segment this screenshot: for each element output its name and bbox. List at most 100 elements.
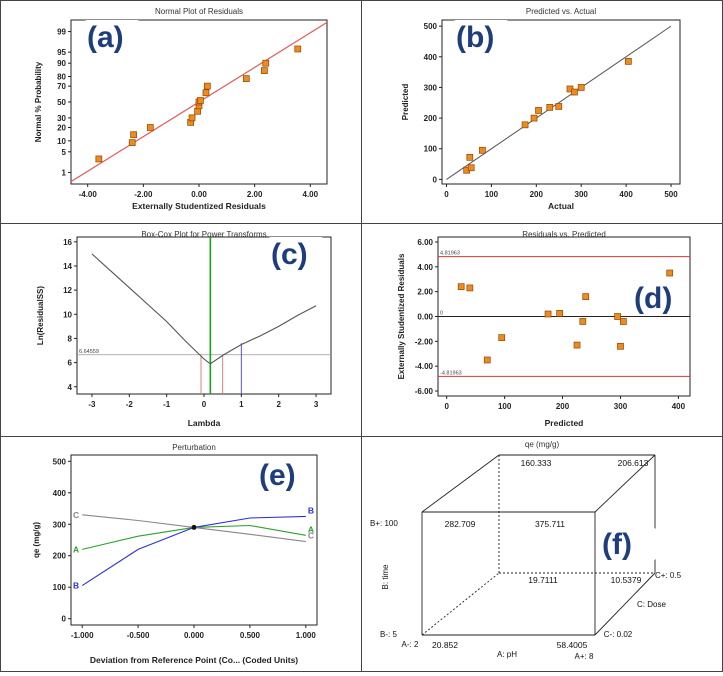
chart-title: Residuals vs. Predicted: [522, 230, 606, 239]
y-tick-label: 200: [53, 552, 67, 561]
panel-letter-bg: [83, 20, 141, 54]
x-axis-label: Deviation from Reference Point (Co... (C…: [90, 655, 298, 665]
y-tick-label: 90: [57, 59, 66, 68]
y-axis-label: Externally Studentized Residuals: [397, 253, 406, 379]
panel-letter: (a): [87, 21, 124, 54]
y-tick-label: 1: [62, 168, 67, 177]
residual-point: [197, 97, 204, 104]
panel-f-chart: qe (mg/g) 282.709 375.711 20.852 58.4005 160.…: [370, 440, 682, 661]
x-tick-label: -0.500: [127, 631, 150, 640]
cube-edge-depth-bl: [421, 572, 500, 636]
cube-edge-depth-br: [594, 572, 656, 636]
predicted-actual-point: [530, 114, 538, 122]
x-tick-label: 3: [314, 400, 319, 409]
series-label-start-a: A: [73, 544, 79, 554]
x-tick-label: 0.000: [184, 631, 205, 640]
residual-point: [457, 283, 465, 291]
panel-letter-bg: [452, 20, 510, 54]
ci-threshold-label: 6.64559: [79, 349, 99, 355]
y-tick-label: 300: [53, 520, 67, 529]
residual-point: [146, 124, 154, 131]
residual-point: [95, 155, 103, 163]
predicted-actual-point: [479, 146, 486, 154]
residual-point: [483, 356, 491, 364]
x-tick-label: 400: [619, 190, 633, 199]
y-tick-label: 100: [53, 583, 67, 592]
panel-e-chart: Perturbation Deviation from Reference Poi…: [32, 443, 318, 665]
residual-point: [242, 75, 250, 82]
x-tick-label: 100: [485, 190, 499, 199]
residual-point: [614, 313, 621, 320]
residual-point: [582, 293, 590, 300]
y-tick-label: 8: [68, 334, 73, 343]
label-b-minus: B-: 5: [380, 630, 397, 639]
y-axis-label: qe (mg/g): [32, 522, 41, 558]
residual-point: [188, 114, 196, 122]
cube-value-back-top-left: 160.333: [521, 458, 552, 468]
y-tick-label: 14: [63, 262, 72, 271]
residual-point: [498, 334, 506, 341]
panel-letter: (d): [634, 282, 672, 315]
residual-point: [262, 59, 270, 67]
residual-point: [130, 131, 137, 139]
y-tick-label: 20: [57, 123, 66, 132]
x-tick-label: 300: [575, 190, 589, 199]
chart-title: Perturbation: [172, 443, 216, 452]
panel-letter-bg: [267, 237, 325, 271]
y-tick-label: 0.00: [417, 313, 433, 322]
label-b-axis: B: time: [381, 564, 390, 589]
panel-f: qe (mg/g) 282.709 375.711 20.852 58.4005 160.…: [361, 436, 723, 672]
panel-e: Perturbation Deviation from Reference Poi…: [0, 436, 362, 672]
panel-a-chart: Normal Plot of Residuals Externally Stude…: [34, 7, 328, 211]
predicted-actual-point: [466, 153, 474, 161]
predicted-actual-point: [535, 107, 542, 114]
cube-value-front-bottom-left: 20.852: [432, 640, 458, 650]
panel-letter-bg: [255, 458, 313, 492]
x-tick-label: -2: [126, 400, 134, 409]
series-label-end-b: B: [308, 505, 314, 515]
predicted-actual-point: [625, 58, 632, 65]
x-tick-label: 0: [444, 402, 449, 411]
label-c-axis: C: Dose: [637, 600, 666, 609]
y-tick-label: 0: [62, 615, 67, 624]
panel-letter: (c): [271, 238, 308, 271]
y-tick-label: 30: [57, 114, 66, 123]
cube-value-back-top-right: 206.613: [618, 458, 649, 468]
panel-b: Predicted vs. Actual Actual Predicted 0 100 2…: [361, 0, 723, 224]
y-tick-label: 12: [63, 286, 72, 295]
x-axis-label: Predicted: [545, 418, 584, 428]
panel-letter: (b): [456, 21, 494, 54]
cube-value-front-top-left: 282.709: [445, 519, 476, 529]
panel-c: Box-Cox Plot for Power Transforms Lambda L…: [0, 223, 362, 437]
residual-point: [620, 318, 627, 325]
label-a-plus: A+: 8: [575, 652, 594, 661]
y-tick-label: 100: [424, 145, 438, 154]
x-tick-label: 4.00: [303, 190, 319, 199]
y-tick-label: 50: [57, 98, 66, 107]
y-tick-label: 2.00: [417, 288, 433, 297]
x-tick-label: 0: [444, 190, 449, 199]
panel-letter: (f): [602, 528, 632, 561]
predicted-actual-point: [521, 121, 529, 129]
residual-point: [466, 284, 474, 292]
upper-limit-label: 4.81963: [440, 251, 460, 257]
x-axis-label: Actual: [548, 201, 574, 211]
cube-edge-depth-tl: [421, 454, 500, 513]
panel-d: Residuals vs. Predicted Predicted External…: [361, 223, 723, 437]
y-tick-label: 99: [57, 28, 66, 37]
residual-point: [294, 45, 302, 53]
chart-title: Normal Plot of Residuals: [155, 7, 243, 16]
label-c-minus: C-: 0.02: [604, 630, 633, 639]
series-label-start-c: C: [73, 510, 79, 520]
label-a-minus: A-: 2: [402, 640, 419, 649]
x-tick-label: 500: [664, 190, 678, 199]
x-tick-label: 1.000: [296, 631, 317, 640]
x-tick-label: 0.00: [191, 190, 207, 199]
panel-letter: (e): [259, 459, 296, 492]
y-tick-label: 80: [57, 73, 66, 82]
y-tick-label: 4.00: [417, 263, 433, 272]
y-tick-label: 400: [424, 53, 438, 62]
y-tick-label: -6.00: [415, 387, 434, 396]
y-tick-label: -2.00: [415, 337, 434, 346]
chart-title: qe (mg/g): [525, 440, 560, 449]
